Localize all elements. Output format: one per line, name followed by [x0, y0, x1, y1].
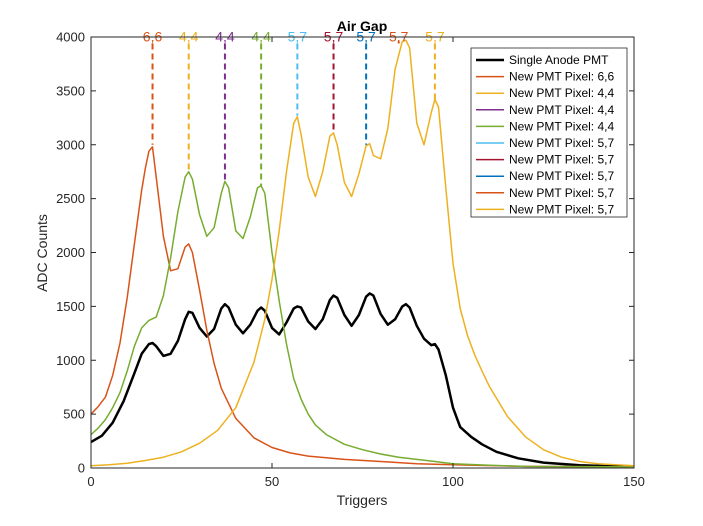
y-tick-label-7: 3500	[56, 83, 85, 98]
annotation-label-8: 5,7	[425, 28, 445, 44]
annotation-label-4: 5,7	[288, 28, 308, 44]
y-tick-label-2: 1000	[56, 353, 85, 368]
legend-label-8: New PMT Pixel: 5,7	[509, 186, 614, 200]
annotation-label-3: 4,4	[251, 28, 271, 44]
annotation-layer: 6,6 4,4 4,4 4,4 5,7 5,7 5,7 5,7 5,7	[143, 28, 445, 186]
x-tick-label-3: 150	[623, 474, 645, 489]
series-layer	[91, 39, 634, 469]
series-line-3	[91, 39, 634, 467]
annotation-label-6: 5,7	[356, 28, 376, 44]
y-tick-label-3: 1500	[56, 299, 85, 314]
y-tick-label-0: 0	[78, 461, 85, 476]
x-tick-label-0: 0	[87, 474, 94, 489]
legend: Single Anode PMT New PMT Pixel: 6,6 New PM…	[470, 47, 628, 218]
legend-label-9: New PMT Pixel: 5,7	[509, 202, 614, 216]
tick-layer: 0 50 100 1500500100015002000250030003500400…	[56, 30, 645, 490]
y-tick-label-5: 2500	[56, 191, 85, 206]
y-axis-label: ADC Counts	[34, 214, 50, 292]
annotation-label-0: 6,6	[143, 28, 163, 44]
series-line-0	[91, 292, 634, 469]
legend-label-0: Single Anode PMT	[509, 53, 609, 67]
chart-title: Air Gap	[337, 18, 388, 34]
y-tick-label-8: 4000	[56, 30, 85, 45]
legend-label-5: New PMT Pixel: 5,7	[509, 136, 614, 150]
y-tick-label-6: 3000	[56, 137, 85, 152]
legend-label-2: New PMT Pixel: 4,4	[509, 86, 614, 100]
annotation-label-2: 4,4	[215, 28, 235, 44]
x-tick-label-1: 50	[265, 474, 279, 489]
annotation-label-1: 4,4	[179, 28, 199, 44]
y-tick-label-1: 500	[63, 407, 85, 422]
legend-label-1: New PMT Pixel: 6,6	[509, 70, 614, 84]
x-tick-label-2: 100	[442, 474, 464, 489]
annotation-label-5: 5,7	[324, 28, 344, 44]
legend-label-4: New PMT Pixel: 4,4	[509, 119, 614, 133]
y-tick-label-4: 2000	[56, 245, 85, 260]
series-line-1	[91, 146, 634, 468]
legend-label-7: New PMT Pixel: 5,7	[509, 169, 614, 183]
annotation-label-7: 5,7	[389, 28, 409, 44]
series-line-2	[91, 170, 634, 468]
legend-label-3: New PMT Pixel: 4,4	[509, 103, 614, 117]
x-axis-label: Triggers	[337, 492, 388, 508]
legend-label-6: New PMT Pixel: 5,7	[509, 153, 614, 167]
